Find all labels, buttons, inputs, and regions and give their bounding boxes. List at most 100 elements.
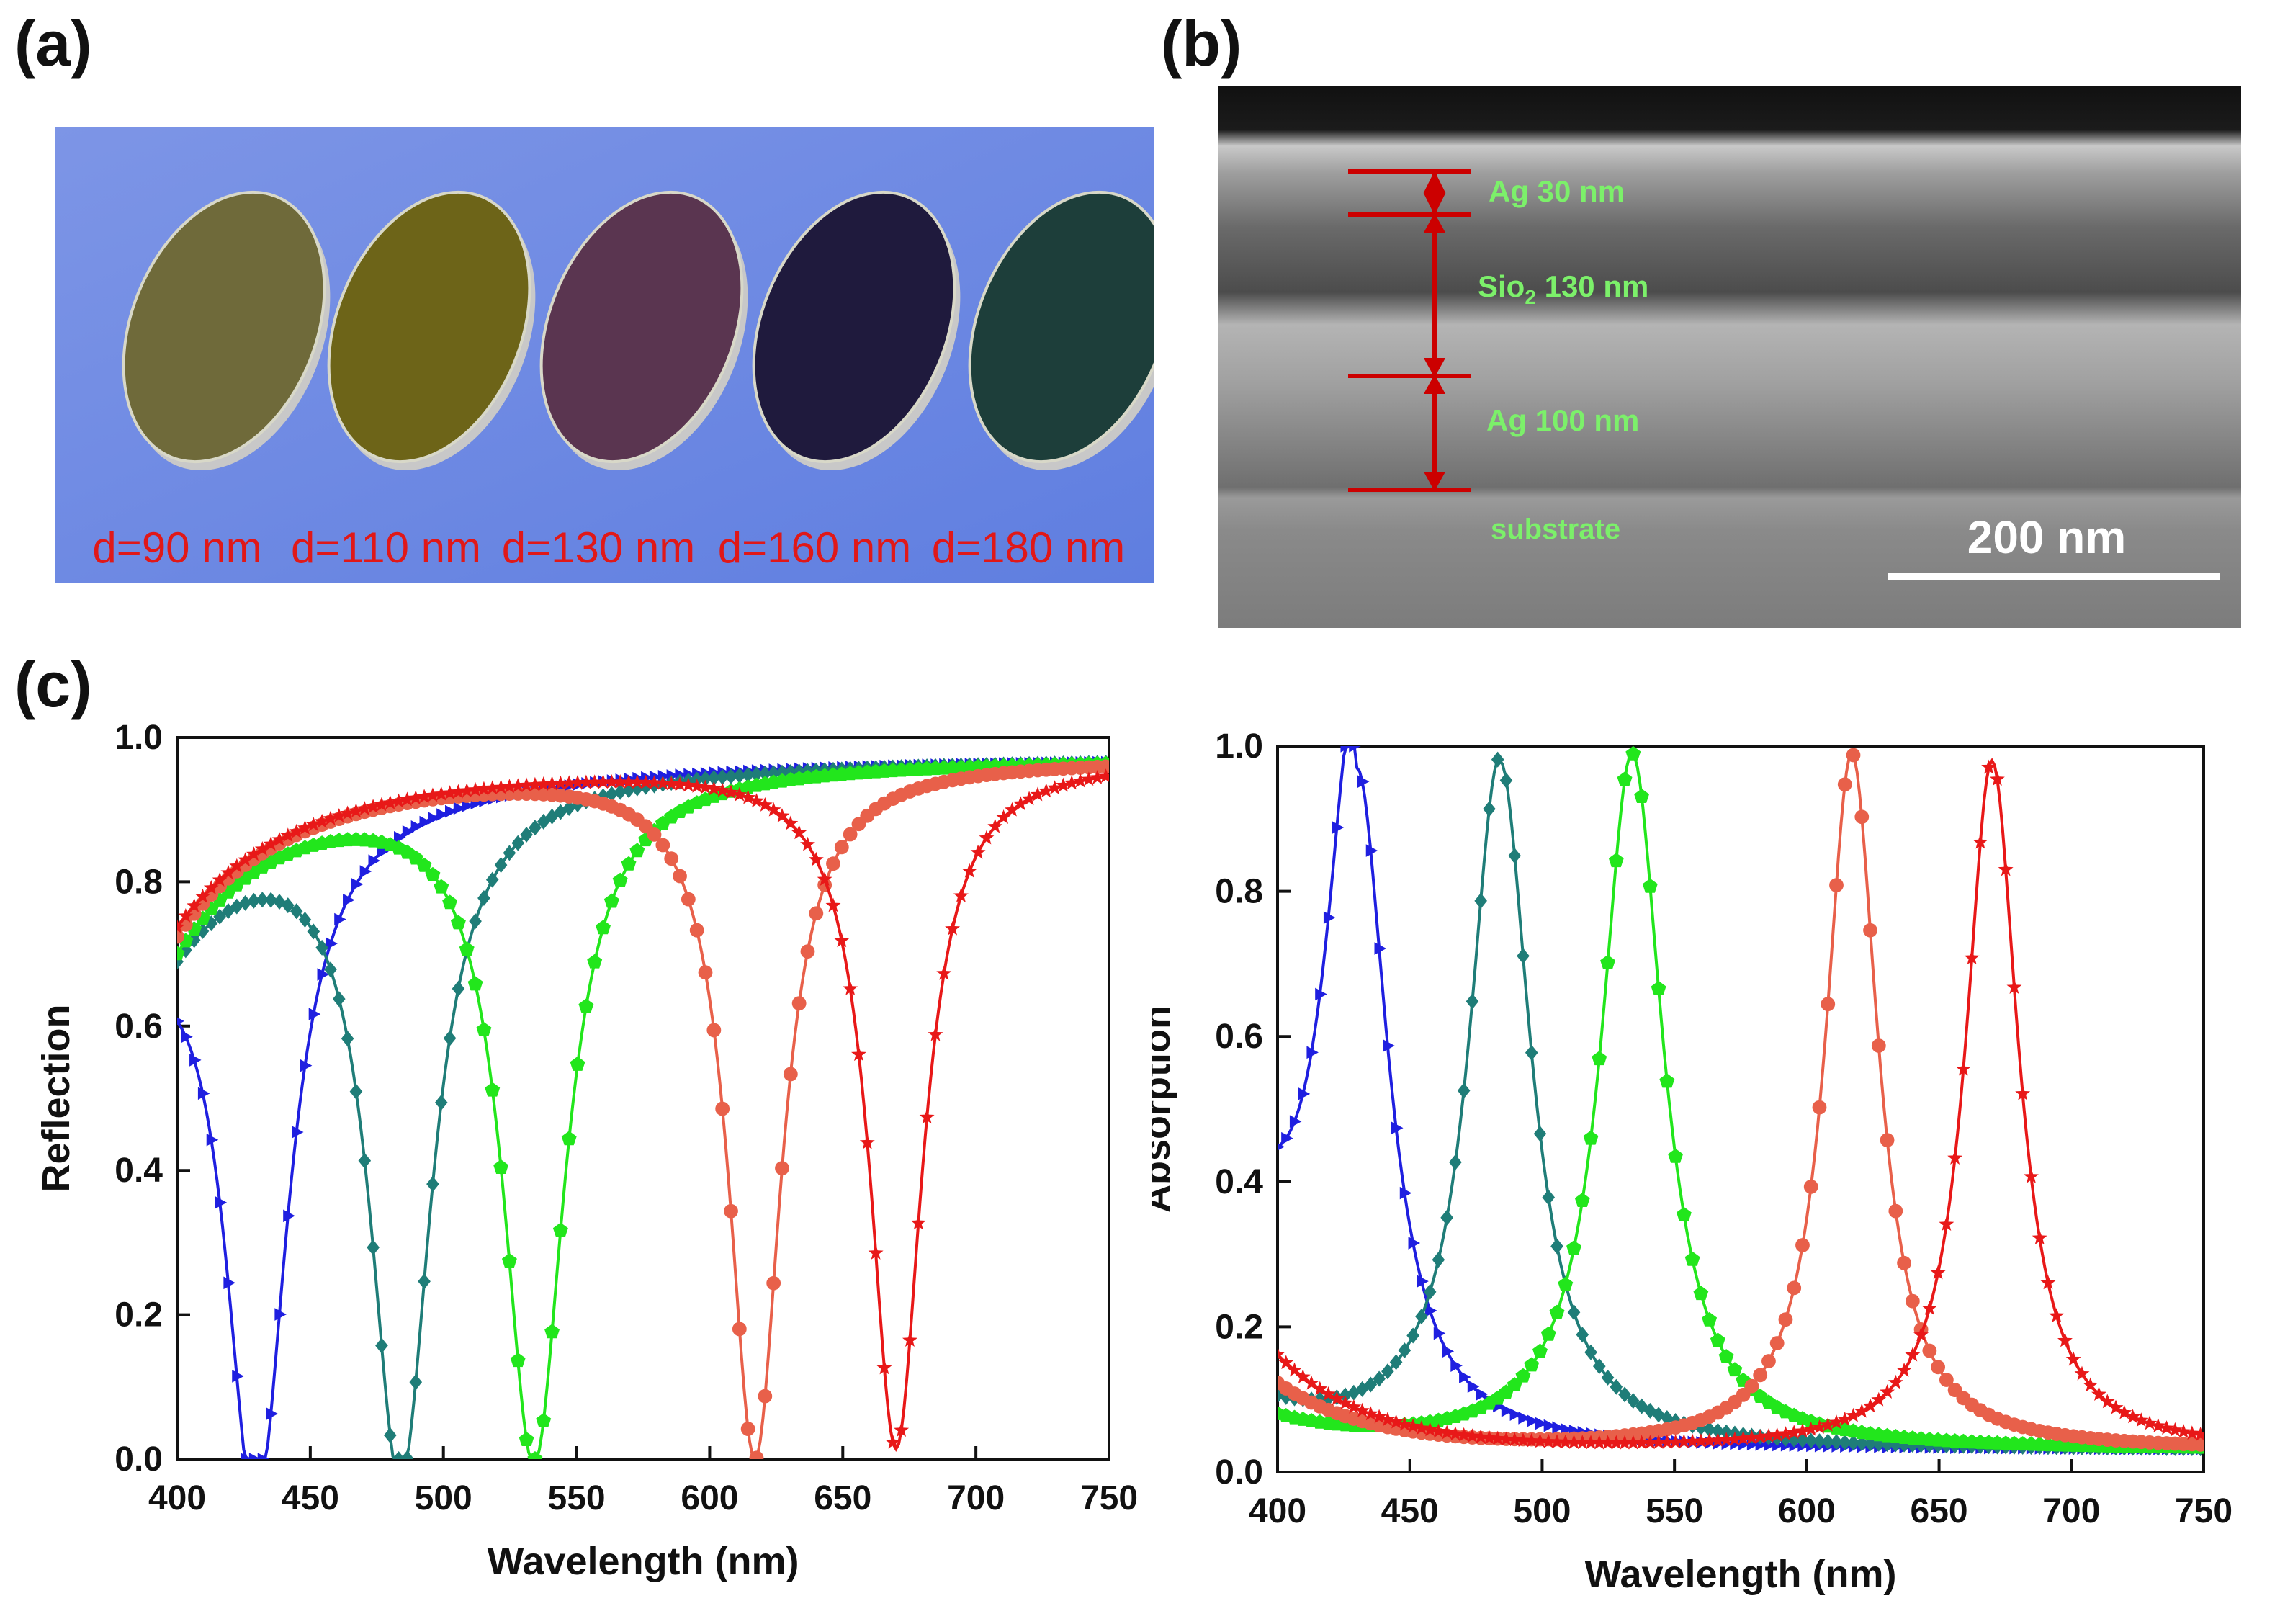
data-point	[859, 1134, 875, 1149]
data-point	[400, 1450, 414, 1459]
data-point	[459, 783, 475, 798]
data-point	[612, 872, 628, 887]
data-point	[1828, 1414, 1844, 1430]
data-point	[1440, 1209, 1453, 1226]
data-point	[1515, 1432, 1531, 1448]
data-point	[308, 1008, 321, 1020]
data-point	[1449, 1154, 1462, 1170]
data-point	[1417, 1275, 1429, 1288]
data-point	[664, 851, 679, 866]
data-point	[203, 880, 219, 894]
data-point	[1515, 1368, 1531, 1383]
data-point	[1718, 1432, 1734, 1447]
data-point	[222, 902, 235, 919]
data-point	[1380, 1412, 1396, 1427]
data-point	[290, 903, 303, 920]
data-point	[1355, 1402, 1370, 1417]
x-tick-label: 400	[148, 1479, 206, 1517]
x-tick-label: 750	[1080, 1479, 1138, 1517]
data-point	[2023, 1168, 2039, 1183]
data-point	[1905, 1293, 1920, 1309]
data-point	[1364, 1376, 1378, 1393]
x-tick-label: 600	[1778, 1492, 1836, 1530]
data-point	[655, 775, 670, 790]
data-point	[1576, 1327, 1589, 1343]
data-point	[365, 799, 381, 814]
data-point	[714, 782, 730, 797]
data-point	[1888, 1374, 1903, 1389]
data-point	[399, 791, 415, 807]
data-point	[1752, 1429, 1768, 1444]
data-point	[1829, 878, 1844, 893]
data-point	[2057, 1332, 2073, 1347]
data-point	[698, 965, 713, 980]
data-point	[733, 767, 746, 784]
data-point	[300, 1059, 313, 1072]
data-point	[970, 844, 986, 859]
ag-top-label: Ag 30 nm	[1489, 174, 1625, 208]
data-point	[2006, 979, 2022, 994]
data-point	[1373, 1370, 1386, 1387]
data-point	[493, 779, 509, 794]
data-point	[936, 965, 952, 980]
data-point	[359, 865, 372, 878]
data-point	[416, 789, 432, 804]
data-point	[732, 786, 748, 802]
data-point	[1457, 1082, 1471, 1099]
data-point	[1821, 1433, 1835, 1450]
data-point	[1617, 1435, 1633, 1450]
data-point	[544, 776, 560, 791]
data-point	[1566, 1240, 1581, 1255]
data-point	[1448, 1426, 1463, 1441]
data-point	[1278, 1346, 1285, 1361]
data-point	[614, 784, 627, 800]
data-point	[1676, 1206, 1692, 1221]
data-point	[409, 1374, 423, 1391]
data-point	[1838, 1434, 1852, 1450]
data-point	[426, 1176, 439, 1193]
data-point	[179, 942, 192, 959]
x-tick-label: 550	[548, 1479, 606, 1517]
data-point	[1592, 1051, 1607, 1066]
ag-bottom-label: Ag 100 nm	[1486, 403, 1639, 437]
data-point	[1337, 1395, 1353, 1410]
data-point	[603, 774, 619, 789]
data-point	[596, 920, 611, 935]
data-point	[187, 897, 202, 912]
data-point	[1278, 1143, 1285, 1151]
data-point	[1442, 1345, 1455, 1358]
data-point	[1055, 777, 1071, 792]
data-point	[1600, 1435, 1616, 1450]
data-point	[1278, 1355, 1294, 1370]
data-point	[800, 944, 815, 959]
data-point	[1383, 1039, 1395, 1052]
data-point	[1846, 748, 1861, 763]
data-point	[1744, 1378, 1759, 1394]
data-point	[273, 894, 286, 910]
data-point	[256, 892, 269, 908]
data-point	[428, 812, 440, 825]
data-point	[1432, 1252, 1445, 1268]
data-point	[442, 785, 458, 800]
data-point	[2117, 1404, 2132, 1419]
data-point	[408, 850, 423, 865]
data-point	[1922, 1343, 1937, 1358]
data-point	[1837, 1411, 1853, 1426]
data-point	[1501, 1404, 1514, 1417]
y-tick-label: 0.4	[115, 1152, 163, 1190]
data-point	[749, 793, 764, 808]
data-point	[263, 836, 279, 851]
data-point	[1047, 780, 1063, 795]
data-point	[561, 1131, 577, 1146]
data-point	[181, 1030, 193, 1044]
data-point	[928, 1026, 943, 1041]
data-point	[1821, 997, 1836, 1012]
data-point	[1021, 791, 1037, 806]
data-point	[1543, 1419, 1556, 1432]
sample-label: d=110 nm	[291, 524, 481, 572]
data-point	[1574, 1193, 1590, 1207]
data-point	[707, 770, 721, 786]
data-point	[177, 919, 185, 934]
data-point	[647, 775, 662, 790]
data-point	[334, 912, 346, 926]
